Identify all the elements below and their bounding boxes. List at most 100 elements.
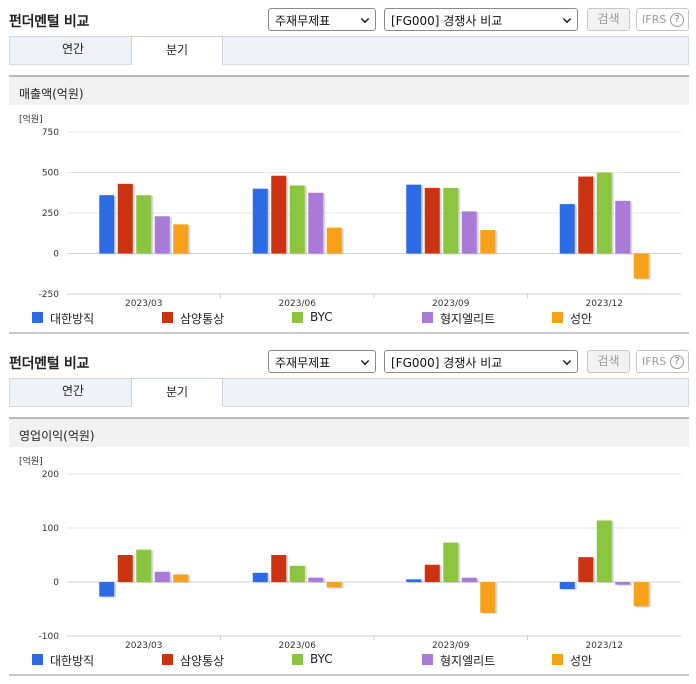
y-tick-label: -100: [39, 632, 60, 642]
y-unit-label: [억원]: [19, 455, 43, 467]
bar[interactable]: [596, 520, 612, 582]
period-tabs: 연간 분기: [9, 378, 689, 407]
panel-header: 펀더멘털 비교 주재무제표 [FG000] 경쟁사 비교 검색 IFRS ?: [9, 8, 689, 32]
legend-label: 삼양통상: [180, 654, 225, 668]
legend-label: BYC: [310, 310, 333, 324]
bar[interactable]: [308, 577, 324, 582]
legend-swatch: [552, 654, 563, 665]
x-tick-label: 2023/09: [432, 299, 470, 309]
bar[interactable]: [615, 582, 631, 585]
bar[interactable]: [154, 571, 170, 582]
bar[interactable]: [424, 187, 440, 254]
legend-swatch: [292, 654, 303, 665]
compare-group-value: [FG000] 경쟁사 비교: [391, 14, 503, 28]
panel-header: 펀더멘털 비교 주재무제표 [FG000] 경쟁사 비교 검색 IFRS ?: [9, 350, 689, 374]
x-tick-label: 2023/12: [586, 299, 623, 309]
search-button[interactable]: 검색: [587, 350, 630, 373]
compare-group-select[interactable]: [FG000] 경쟁사 비교: [384, 8, 578, 31]
tab-quarterly[interactable]: 분기: [131, 36, 223, 65]
bar[interactable]: [252, 188, 268, 254]
legend-swatch: [422, 654, 433, 665]
bar[interactable]: [271, 555, 287, 582]
chevron-down-icon: [360, 356, 370, 366]
x-tick-label: 2023/09: [432, 641, 470, 651]
bar[interactable]: [173, 224, 189, 254]
tab-annual[interactable]: 연간: [61, 42, 85, 56]
bar[interactable]: [252, 572, 268, 582]
bar[interactable]: [289, 185, 305, 254]
legend-label: 성안: [570, 654, 593, 668]
bar[interactable]: [289, 565, 305, 582]
bar[interactable]: [443, 542, 459, 582]
bar[interactable]: [117, 555, 133, 582]
y-tick-label: 0: [53, 250, 59, 260]
y-tick-label: 500: [42, 169, 59, 179]
x-tick-label: 2023/06: [279, 299, 317, 309]
bar[interactable]: [136, 549, 152, 582]
bar[interactable]: [173, 574, 189, 582]
bar[interactable]: [271, 175, 287, 254]
bar[interactable]: [578, 557, 594, 582]
section-title: 매출액(억원): [9, 75, 689, 105]
operating-income-bar-chart: [억원] -100 0 100 200 2023/03 2023/06 2023/09 2023…: [19, 455, 681, 651]
tab-annual[interactable]: 연간: [61, 384, 85, 398]
chevron-down-icon: [562, 14, 572, 24]
search-button[interactable]: 검색: [587, 8, 630, 31]
bar[interactable]: [480, 230, 496, 254]
bar[interactable]: [326, 582, 342, 588]
bar[interactable]: [633, 582, 649, 607]
chart-legend: 대한방직 삼양통상 BYC 형지엘리트 성안: [0, 310, 696, 328]
bar[interactable]: [406, 184, 422, 254]
bar[interactable]: [633, 253, 649, 279]
legend-swatch: [162, 312, 173, 323]
ifrs-label: IFRS: [642, 355, 667, 368]
period-tabs: 연간 분기: [9, 36, 689, 65]
legend-label: 성안: [570, 312, 593, 326]
legend-swatch: [32, 312, 43, 323]
chart-legend: 대한방직 삼양통상 BYC 형지엘리트 성안: [0, 652, 696, 670]
bar[interactable]: [480, 582, 496, 613]
y-unit-label: [억원]: [19, 113, 43, 125]
bar[interactable]: [615, 200, 631, 254]
question-icon: ?: [670, 355, 684, 369]
legend-swatch: [422, 312, 433, 323]
bar[interactable]: [461, 211, 477, 254]
y-tick-label: 250: [42, 209, 59, 219]
panel-title: 펀더멘털 비교: [9, 356, 90, 372]
bar[interactable]: [117, 183, 133, 254]
bar[interactable]: [99, 582, 115, 597]
bar[interactable]: [136, 195, 152, 254]
question-icon: ?: [670, 13, 684, 27]
ifrs-help-button[interactable]: IFRS ?: [636, 350, 689, 373]
bar[interactable]: [406, 579, 422, 582]
bar[interactable]: [154, 216, 170, 254]
bar[interactable]: [308, 192, 324, 254]
tab-quarterly[interactable]: 분기: [131, 378, 223, 407]
y-tick-label: 100: [42, 524, 59, 534]
y-tick-label: -250: [39, 290, 60, 300]
statement-type-select[interactable]: 주재무제표: [268, 350, 376, 373]
chevron-down-icon: [360, 14, 370, 24]
fundamental-compare-panel-operating-income: 펀더멘털 비교 주재무제표 [FG000] 경쟁사 비교 검색 IFRS ? 연…: [0, 342, 696, 680]
legend-swatch: [32, 654, 43, 665]
bar[interactable]: [424, 564, 440, 582]
x-tick-label: 2023/03: [125, 641, 162, 651]
bar[interactable]: [461, 577, 477, 582]
bar[interactable]: [99, 195, 115, 254]
bar[interactable]: [578, 176, 594, 254]
bar[interactable]: [559, 204, 575, 254]
statement-type-value: 주재무제표: [275, 14, 331, 28]
bar[interactable]: [443, 187, 459, 254]
legend-swatch: [162, 654, 173, 665]
statement-type-value: 주재무제표: [275, 356, 331, 370]
legend-label: 대한방직: [50, 654, 95, 668]
bar[interactable]: [326, 227, 342, 254]
bar[interactable]: [596, 172, 612, 254]
bar[interactable]: [559, 582, 575, 590]
compare-group-value: [FG000] 경쟁사 비교: [391, 356, 503, 370]
legend-label: 형지엘리트: [440, 312, 496, 326]
statement-type-select[interactable]: 주재무제표: [268, 8, 376, 31]
ifrs-help-button[interactable]: IFRS ?: [636, 8, 689, 31]
compare-group-select[interactable]: [FG000] 경쟁사 비교: [384, 350, 578, 373]
fundamental-compare-panel-revenue: 펀더멘털 비교 주재무제표 [FG000] 경쟁사 비교 검색 IFRS ? 연…: [0, 0, 696, 338]
